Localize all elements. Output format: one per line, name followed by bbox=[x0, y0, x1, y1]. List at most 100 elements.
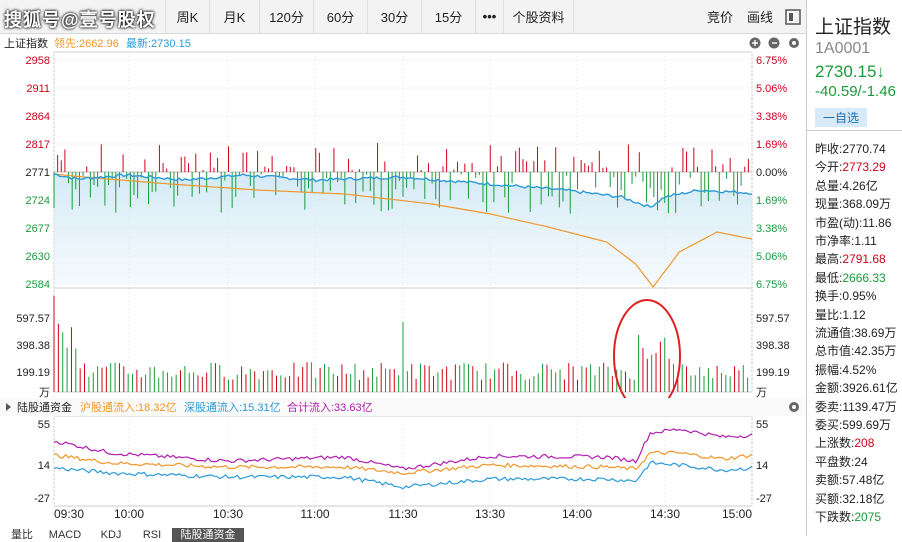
quote-field-label: 现量: bbox=[815, 197, 843, 212]
lead-label: 领先:2662.96 bbox=[54, 37, 119, 50]
quote-field-label: 流通值: bbox=[815, 326, 855, 340]
quote-field-value: 2770.74 bbox=[842, 142, 886, 156]
quote-field: 市净率:1.11 bbox=[815, 232, 877, 249]
percent-tick: 1.69% bbox=[756, 139, 787, 151]
flow-tick-right: -27 bbox=[756, 493, 772, 505]
quote-field-value: 2666.33 bbox=[842, 270, 886, 285]
quote-field: 总市值:42.35万 bbox=[815, 342, 896, 359]
quote-field-label: 最低: bbox=[815, 270, 843, 285]
quote-field-label: 金额: bbox=[815, 381, 843, 396]
quote-field-label: 市盈(动): bbox=[815, 215, 863, 230]
quote-field: 换手:0.95% bbox=[815, 287, 876, 304]
quote-field-value: 11.86 bbox=[862, 215, 892, 230]
total-flow-label: 合计流入:33.63亿 bbox=[287, 400, 373, 414]
collapse-arrow-icon[interactable] bbox=[6, 403, 11, 411]
sh-flow-label: 沪股通流入:18.32亿 bbox=[80, 400, 177, 414]
percent-tick: 6.75% bbox=[756, 279, 787, 291]
tab-month[interactable]: 月K bbox=[210, 0, 260, 34]
quote-field: 现量:368.09万 bbox=[815, 195, 891, 212]
quote-field-value: 1.11 bbox=[854, 234, 877, 248]
price-tick: 2677 bbox=[26, 223, 50, 235]
stock-info-button[interactable]: 个股资料 bbox=[504, 0, 574, 34]
draw-line-button[interactable]: 画线 bbox=[746, 10, 773, 25]
quote-field-value: 599.69万 bbox=[842, 418, 892, 432]
quote-field-label: 下跌数: bbox=[815, 510, 855, 524]
time-tick: 14:30 bbox=[650, 507, 680, 521]
quote-field: 平盘数:24 bbox=[815, 453, 868, 470]
flow-settings-gear-icon[interactable] bbox=[789, 402, 799, 412]
average-line bbox=[53, 173, 753, 288]
quote-field-label: 总市值: bbox=[815, 344, 855, 359]
quote-field-value: 368.09万 bbox=[842, 197, 892, 212]
quote-field: 振幅:4.52% bbox=[815, 361, 876, 378]
tab-120min[interactable]: 120分 bbox=[260, 0, 314, 34]
flow-lines bbox=[53, 428, 753, 490]
indicator-tab[interactable]: MACD bbox=[48, 529, 82, 541]
toolbar-spacer bbox=[574, 0, 700, 34]
price-header-bg bbox=[0, 34, 806, 52]
indicator-tabs: 量比 MACD KDJ RSI 陆股通资金 bbox=[0, 528, 300, 542]
flow-header-bg bbox=[0, 398, 806, 416]
price-tick: 2864 bbox=[26, 111, 50, 123]
time-tick: 10:00 bbox=[114, 507, 144, 521]
price-tick: 2771 bbox=[26, 167, 50, 179]
index-name: 上证指数 bbox=[4, 36, 48, 50]
quote-field: 上涨数:208 bbox=[815, 434, 874, 451]
percent-tick: 3.38% bbox=[756, 223, 787, 235]
percent-ticks: 6.75% 5.06% 3.38% 1.69% 0.00% 1.69% 3.38% 5.06%… bbox=[756, 55, 787, 291]
quote-field-value: 0.95% bbox=[842, 289, 877, 304]
volume-tick-right: 199.19 bbox=[756, 367, 790, 379]
quote-field: 昨收:2770.74 bbox=[815, 140, 886, 157]
flow-line bbox=[53, 460, 753, 490]
latest-label: 最新:2730.15 bbox=[126, 36, 191, 50]
flow-title: 陆股通资金 bbox=[17, 400, 72, 414]
more-button[interactable]: ••• bbox=[476, 0, 504, 34]
tab-week[interactable]: 周K bbox=[166, 0, 210, 34]
tab-15min[interactable]: 15分 bbox=[422, 0, 476, 34]
auction-button[interactable]: 竞价 bbox=[706, 10, 733, 25]
time-ticks: 09:30 10:00 10:30 11:00 11:30 13:30 14:00 14:30… bbox=[54, 507, 752, 521]
sidebar-toggle-icon[interactable] bbox=[780, 0, 806, 34]
quote-field: 最高:2791.68 bbox=[815, 250, 886, 267]
volume-tick-left: 597.57 bbox=[16, 313, 50, 325]
quote-field-label: 委买: bbox=[815, 418, 843, 432]
settings-gear-icon[interactable] bbox=[789, 38, 799, 48]
toolbar-left-area: 搜狐号@壹号股权 bbox=[0, 0, 166, 34]
quote-field-value: 57.48亿 bbox=[842, 473, 885, 488]
flow-line bbox=[53, 450, 753, 476]
zoom-out-icon[interactable] bbox=[768, 37, 780, 49]
add-watchlist-button[interactable]: 一自选 bbox=[815, 108, 868, 127]
indicator-tab[interactable]: RSI bbox=[142, 529, 162, 541]
indicator-tab[interactable]: 量比 bbox=[11, 529, 33, 541]
quote-field-value: 3926.61亿 bbox=[842, 381, 898, 396]
quote-field: 量比:1.12 bbox=[815, 306, 866, 323]
flow-tick-right: 55 bbox=[756, 419, 768, 431]
percent-tick: 3.38% bbox=[756, 111, 787, 123]
quote-field-value: 24 bbox=[854, 454, 868, 469]
flow-tick-left: -27 bbox=[34, 493, 50, 505]
price-tick: 2911 bbox=[26, 83, 50, 95]
tab-60min[interactable]: 60分 bbox=[314, 0, 368, 34]
quote-field: 流通值:38.69万 bbox=[815, 324, 896, 341]
flow-tick-left: 55 bbox=[38, 419, 50, 431]
intraday-chart[interactable]: 上证指数 领先:2662.96 最新:2730.15 2958291128642… bbox=[0, 34, 806, 536]
quote-field-value: 42.35万 bbox=[854, 344, 897, 359]
quote-field-label: 量比: bbox=[815, 307, 843, 322]
panel-icon bbox=[785, 8, 801, 25]
quote-field-label: 总量: bbox=[815, 178, 843, 193]
quote-code: 1A0001 bbox=[815, 40, 871, 57]
quote-field-value: 2773.29 bbox=[842, 160, 886, 175]
quote-divider bbox=[807, 130, 902, 131]
price-area bbox=[54, 173, 752, 284]
quote-field: 买额:32.18亿 bbox=[815, 490, 884, 507]
quote-field-label: 平盘数: bbox=[815, 454, 855, 469]
volume-tick-right: 万 bbox=[756, 387, 767, 399]
flow-ticks: 55 55 14 14 -27 -27 bbox=[34, 419, 772, 505]
quote-field-label: 最高: bbox=[815, 252, 843, 267]
time-tick: 09:30 bbox=[54, 507, 84, 521]
zoom-in-icon[interactable] bbox=[749, 37, 761, 49]
indicator-tab[interactable]: 陆股通资金 bbox=[172, 528, 244, 542]
tab-30min[interactable]: 30分 bbox=[368, 0, 422, 34]
quote-field: 最低:2666.33 bbox=[815, 269, 886, 286]
indicator-tab[interactable]: KDJ bbox=[100, 529, 122, 541]
